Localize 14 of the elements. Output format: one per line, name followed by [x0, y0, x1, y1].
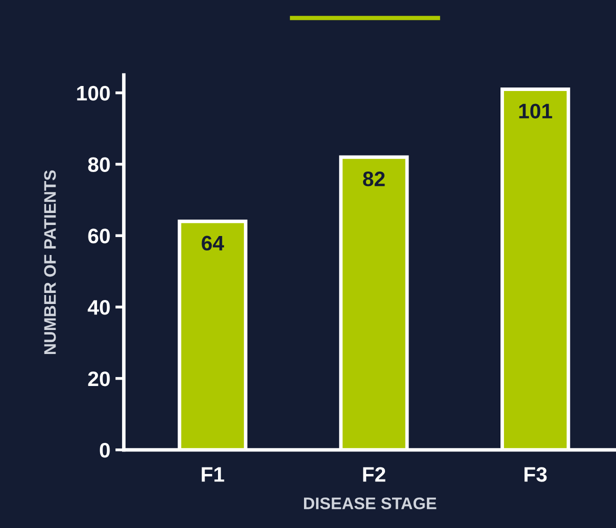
y-tick-label: 100: [77, 86, 110, 101]
y-tick-label: 20: [88, 371, 110, 386]
y-tick-label: 80: [88, 157, 110, 172]
data-label: 101: [519, 104, 552, 118]
data-label: 64: [202, 236, 224, 251]
x-tick-label: F2: [363, 467, 386, 482]
y-tick-label: 60: [88, 228, 110, 244]
x-tick-label: F1: [202, 467, 224, 482]
y-tick-label: 0: [100, 442, 110, 458]
x-tick-label: F3: [524, 467, 547, 482]
y-tick-label: 40: [88, 300, 110, 315]
y-axis-title: NUMBER OF PATIENTS: [44, 170, 56, 354]
x-axis-title: DISEASE STAGE: [304, 497, 436, 510]
data-label: 82: [363, 172, 385, 186]
